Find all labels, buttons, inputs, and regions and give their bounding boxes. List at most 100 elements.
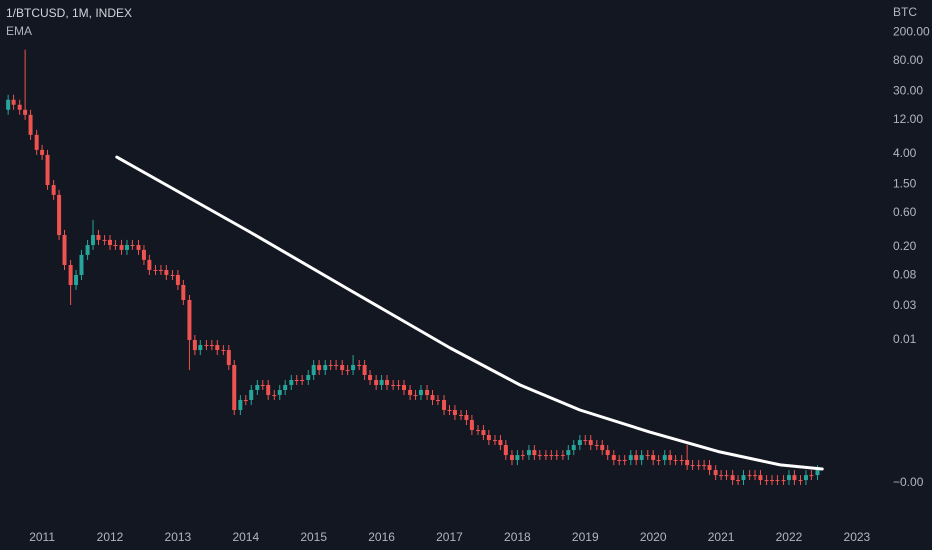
candle-body xyxy=(747,475,752,477)
candle-body xyxy=(124,245,129,250)
candle-body xyxy=(566,450,571,456)
candle-body xyxy=(136,245,141,250)
candle-body xyxy=(6,99,11,110)
y-tick-label: 4.00 xyxy=(893,146,917,160)
candle-body xyxy=(153,269,158,271)
candle-body xyxy=(696,465,701,467)
candle-body xyxy=(113,245,118,247)
candle-body xyxy=(345,370,350,372)
candle-body xyxy=(96,235,101,240)
candle-body xyxy=(515,455,520,460)
candle-body xyxy=(758,475,763,481)
candle-body xyxy=(204,345,209,347)
candle-body xyxy=(509,455,514,460)
candle-body xyxy=(334,365,339,367)
candle-body xyxy=(300,379,305,381)
candle-body xyxy=(645,455,650,457)
candle-body xyxy=(198,345,203,351)
candle-body xyxy=(249,389,254,400)
candle-body xyxy=(396,384,401,386)
candle-body xyxy=(481,430,486,436)
candle-body xyxy=(226,350,231,366)
currency-label: BTC xyxy=(893,5,917,19)
candle-body xyxy=(23,109,28,115)
candle-body xyxy=(503,445,508,456)
candle-body xyxy=(306,375,311,380)
x-tick-label: 2023 xyxy=(844,530,871,544)
candle-body xyxy=(588,440,593,446)
x-tick-label: 2018 xyxy=(504,530,531,544)
candle-body xyxy=(707,465,712,471)
candle-body xyxy=(764,480,769,482)
candle-body xyxy=(713,470,718,476)
x-tick-label: 2014 xyxy=(232,530,259,544)
candle-body xyxy=(549,455,554,457)
candle-body xyxy=(459,415,464,417)
y-tick-label: 0.01 xyxy=(893,332,917,346)
candle-body xyxy=(724,475,729,477)
candle-body xyxy=(430,395,435,400)
candle-body xyxy=(351,365,356,371)
candle-body xyxy=(317,365,322,371)
candle-body xyxy=(164,269,169,275)
candle-body xyxy=(374,379,379,385)
candle-body xyxy=(498,440,503,446)
candle-body xyxy=(611,455,616,460)
candle-body xyxy=(577,440,582,446)
candle-body xyxy=(639,455,644,460)
candle-body xyxy=(753,475,758,477)
candle-body xyxy=(634,455,639,460)
candle-body xyxy=(673,459,678,461)
candle-body xyxy=(289,379,294,385)
candle-body xyxy=(786,475,791,481)
candle-body xyxy=(232,365,237,410)
x-tick-label: 2019 xyxy=(572,530,599,544)
candle-body xyxy=(57,194,62,236)
candle-body xyxy=(736,480,741,482)
candle-body xyxy=(379,379,384,385)
candle-body xyxy=(469,420,474,431)
candle-body xyxy=(476,430,481,432)
candle-body xyxy=(617,459,622,461)
candle-body xyxy=(560,455,565,457)
candle-body xyxy=(532,450,537,456)
candle-body xyxy=(486,435,491,441)
candle-body xyxy=(102,239,107,241)
candle-body xyxy=(277,389,282,396)
y-tick-label: 200.00 xyxy=(893,25,930,39)
candle-body xyxy=(452,409,457,416)
candle-body xyxy=(651,455,656,460)
candle-body xyxy=(209,345,214,347)
candle-body xyxy=(107,239,112,246)
candle-body xyxy=(605,450,610,456)
candle-body xyxy=(418,389,423,396)
x-tick-label: 2017 xyxy=(436,530,463,544)
y-tick-label: 1.50 xyxy=(893,177,917,191)
candle-body xyxy=(554,455,559,457)
x-tick-label: 2013 xyxy=(165,530,192,544)
candle-body xyxy=(413,395,418,397)
candle-body xyxy=(679,459,684,461)
candle-body xyxy=(520,455,525,457)
candle-body xyxy=(40,149,45,155)
candle-body xyxy=(385,379,390,385)
candle-body xyxy=(628,455,633,460)
candle-body xyxy=(600,445,605,451)
candle-body xyxy=(28,114,33,135)
candle-body xyxy=(34,134,39,150)
candle-body xyxy=(408,389,413,396)
candle-body xyxy=(68,264,73,285)
candle-body xyxy=(543,455,548,457)
chart-title: 1/BTCUSD, 1M, INDEX xyxy=(6,6,132,20)
candle-body xyxy=(702,465,707,467)
y-tick-label: 12.00 xyxy=(893,112,923,126)
candle-body xyxy=(74,274,79,285)
candle-body xyxy=(809,475,814,477)
candle-body xyxy=(583,440,588,442)
candle-body xyxy=(79,254,84,275)
candle-body xyxy=(464,415,469,421)
candle-body xyxy=(238,399,243,410)
candle-body xyxy=(255,384,260,390)
candle-body xyxy=(425,389,430,396)
